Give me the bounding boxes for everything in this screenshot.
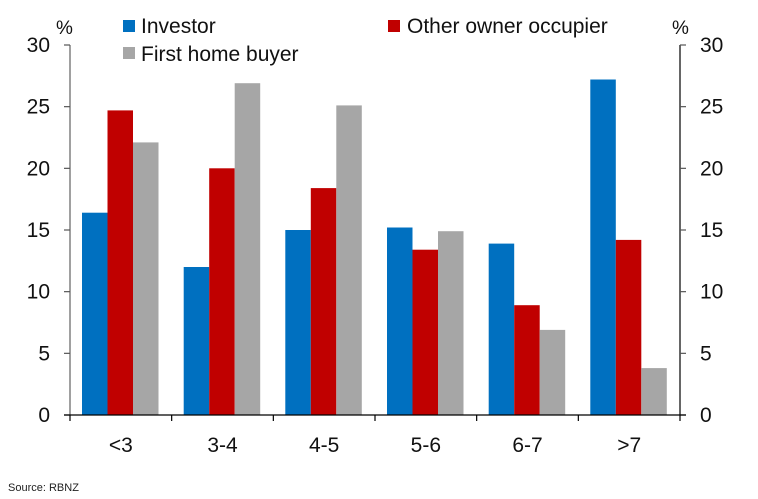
bar-investor-2 xyxy=(285,230,311,415)
x-ticks xyxy=(69,415,681,421)
bar-investor-5 xyxy=(590,79,616,415)
bar-first-home-buyer-4 xyxy=(539,329,566,415)
right-tick-label: 30 xyxy=(700,34,723,57)
legend-swatch-investor xyxy=(123,20,135,32)
bar-other-owner-occupier-5 xyxy=(615,239,642,415)
bar-first-home-buyer-5 xyxy=(641,368,667,415)
bar-investor-4 xyxy=(488,243,515,415)
x-category-label: 3-4 xyxy=(207,434,238,457)
x-category-label: 6-7 xyxy=(512,434,542,457)
legend-swatch-other-owner-occupier xyxy=(388,20,400,32)
legend-label-investor: Investor xyxy=(141,15,216,38)
left-tick-label: 30 xyxy=(27,34,50,57)
x-category-labels: <3 3-4 4-5 5-6 6-7 >7 xyxy=(109,434,641,457)
bar-other-owner-occupier-4 xyxy=(514,305,540,415)
left-tick-label: 0 xyxy=(38,404,50,427)
left-tick-label: 15 xyxy=(27,219,50,242)
left-tick-label: 10 xyxy=(27,281,50,304)
right-unit-label: % xyxy=(672,18,689,39)
legend-item-first-home-buyer: First home buyer xyxy=(123,43,299,66)
bar-first-home-buyer-3 xyxy=(438,231,464,415)
bar-first-home-buyer-2 xyxy=(336,105,362,416)
bar-other-owner-occupier-0 xyxy=(107,110,133,416)
left-unit-label: % xyxy=(56,18,73,39)
legend-swatch-first-home-buyer xyxy=(123,47,135,59)
right-tick-label: 15 xyxy=(700,219,723,242)
right-tick-label: 10 xyxy=(700,281,723,304)
bar-investor-3 xyxy=(387,227,413,415)
left-tick-label: 20 xyxy=(27,157,50,180)
bar-investor-0 xyxy=(82,212,108,415)
bar-first-home-buyer-1 xyxy=(234,83,261,415)
legend-label-other-owner-occupier: Other owner occupier xyxy=(407,15,608,38)
right-y-ticks: 0 5 10 15 20 25 30 xyxy=(680,34,723,427)
bar-first-home-buyer-0 xyxy=(133,142,159,415)
source-note: Source: RBNZ xyxy=(8,482,79,494)
x-category-label: >7 xyxy=(617,434,641,457)
legend-item-other-owner-occupier: Other owner occupier xyxy=(388,15,608,38)
right-tick-label: 0 xyxy=(700,404,712,427)
bar-other-owner-occupier-3 xyxy=(412,249,438,415)
bars-layer xyxy=(82,79,667,416)
x-category-label: 4-5 xyxy=(309,434,339,457)
legend-label-first-home-buyer: First home buyer xyxy=(141,43,299,66)
right-tick-label: 25 xyxy=(700,96,723,119)
right-tick-label: 20 xyxy=(700,157,723,180)
left-y-ticks: 0 5 10 15 20 25 30 xyxy=(27,34,70,427)
right-tick-label: 5 xyxy=(700,342,712,365)
legend: Investor Other owner occupier First home… xyxy=(123,15,608,66)
bar-other-owner-occupier-1 xyxy=(209,168,235,415)
bar-other-owner-occupier-2 xyxy=(310,188,337,415)
legend-item-investor: Investor xyxy=(123,15,216,38)
x-category-label: <3 xyxy=(109,434,133,457)
x-category-label: 5-6 xyxy=(411,434,441,457)
bar-investor-1 xyxy=(183,267,210,415)
left-tick-label: 25 xyxy=(27,96,50,119)
left-tick-label: 5 xyxy=(38,342,50,365)
